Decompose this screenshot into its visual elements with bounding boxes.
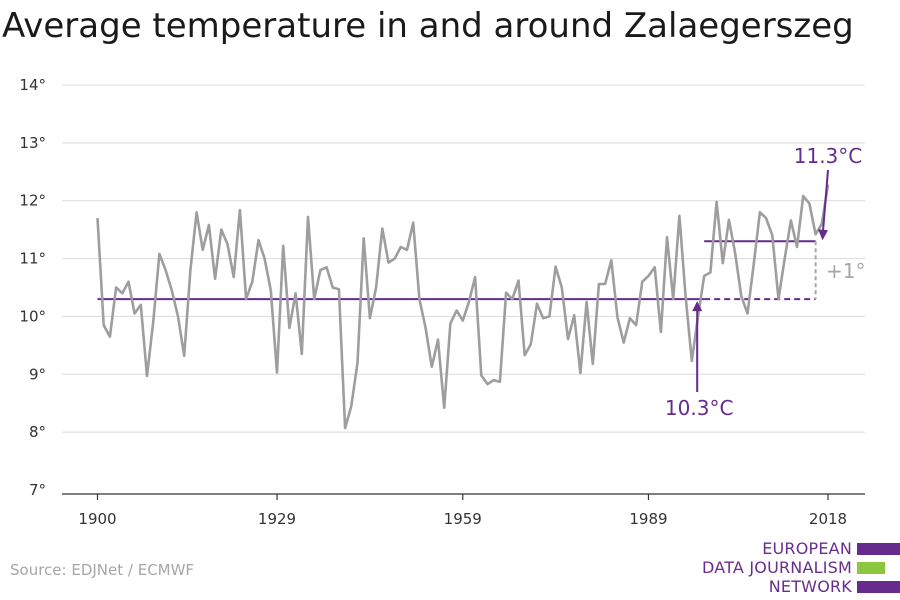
y-tick-label-10: 10° [19,307,46,325]
logo-bar-purple-top [857,543,900,555]
y-tick-label-7: 7° [29,481,46,499]
annotation-baseline-average: 10.3°C [665,396,734,420]
x-tick-label-1989: 1989 [629,510,667,528]
x-tick-label-1929: 1929 [258,510,296,528]
annotation-recent-average: 11.3°C [794,144,863,168]
logo-line-data-journalism: DATA JOURNALISM [702,558,852,577]
y-tick-label-14: 14° [19,76,46,94]
series [96,184,830,430]
annotations: 11.3°C 10.3°C +1° [665,144,866,420]
axes: 7° 8° 9° 10° 11° 12° 13° 14° 1900 1929 1959 1989 201… [19,76,865,528]
x-tick-label-1959: 1959 [444,510,482,528]
y-tick-label-11: 11° [19,250,46,268]
y-tick-label-12: 12° [19,192,46,210]
logo-line-network: NETWORK [768,577,852,596]
logo-line-european: EUROPEAN [762,539,852,558]
x-tick-label-2018: 2018 [809,510,847,528]
temperature-series-line [96,184,830,430]
chart-title: Average temperature in and around Zalaeg… [2,6,854,46]
x-tick-label-1900: 1900 [78,510,116,528]
y-tick-label-8: 8° [29,423,46,441]
arrow-baseline-head [692,301,703,312]
logo-bar-green [857,562,885,574]
y-tick-label-13: 13° [19,134,46,152]
arrow-recent-head [818,229,828,241]
annotation-delta: +1° [826,259,865,283]
logo-bar-purple-bottom [857,581,900,593]
reference-lines [97,240,816,301]
arrow-recent-shaft [822,169,829,232]
y-tick-label-9: 9° [29,365,46,383]
edjnet-logo: EUROPEAN DATA JOURNALISM NETWORK [702,538,900,596]
source-note: Source: EDJNet / ECMWF [10,561,195,579]
grid-lines [62,84,865,433]
